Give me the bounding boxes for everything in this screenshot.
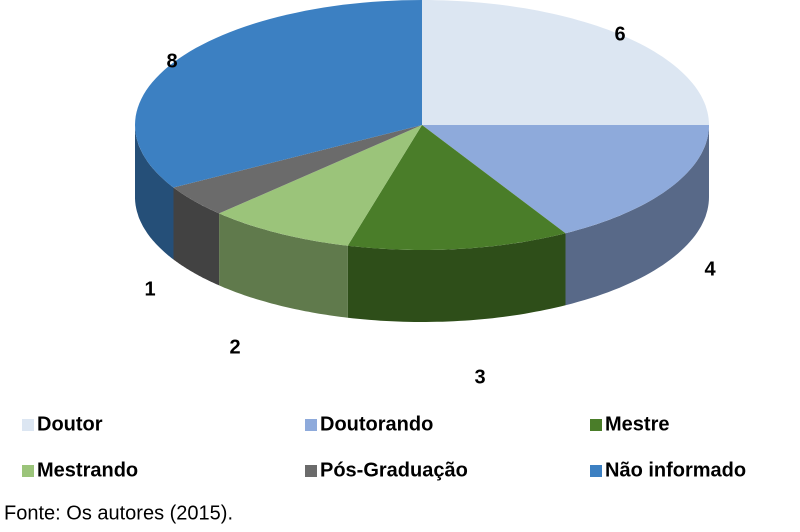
legend-swatch bbox=[22, 465, 34, 477]
legend-label: Mestre bbox=[605, 413, 669, 435]
slice bbox=[565, 125, 709, 306]
slice-top bbox=[135, 0, 422, 188]
slice-top bbox=[219, 125, 422, 246]
value-label: 3 bbox=[474, 366, 485, 388]
slice-side bbox=[173, 187, 220, 286]
slice-side bbox=[347, 233, 566, 322]
slice bbox=[135, 125, 174, 260]
slice bbox=[347, 233, 566, 322]
legend-label: Pós-Graduação bbox=[320, 459, 468, 481]
slice-side bbox=[565, 125, 709, 306]
slice-top bbox=[422, 0, 709, 125]
value-label: 4 bbox=[704, 258, 716, 280]
legend-swatch bbox=[22, 419, 34, 431]
legend-swatch bbox=[590, 465, 602, 477]
legend-swatch bbox=[305, 465, 317, 477]
legend-label: Doutor bbox=[37, 413, 103, 435]
value-label: 6 bbox=[614, 23, 625, 45]
legend-label: Não informado bbox=[605, 459, 746, 481]
slice bbox=[173, 187, 220, 286]
slice-top bbox=[173, 125, 422, 214]
legend-label: Doutorando bbox=[320, 413, 433, 435]
source: Fonte: Os autores (2015). bbox=[4, 502, 233, 524]
slice-side bbox=[135, 125, 174, 260]
slice-top bbox=[347, 125, 566, 250]
legend-swatch bbox=[305, 419, 317, 431]
legend-swatch bbox=[590, 419, 602, 431]
pie-tops bbox=[135, 0, 709, 250]
pie-sides bbox=[135, 125, 709, 322]
value-label: 8 bbox=[166, 50, 177, 72]
value-label: 2 bbox=[229, 336, 240, 358]
slice-top bbox=[422, 125, 709, 234]
slice-side bbox=[219, 213, 348, 318]
legend-label: Mestrando bbox=[37, 459, 138, 481]
slice bbox=[219, 213, 348, 318]
value-label: 1 bbox=[144, 278, 155, 300]
